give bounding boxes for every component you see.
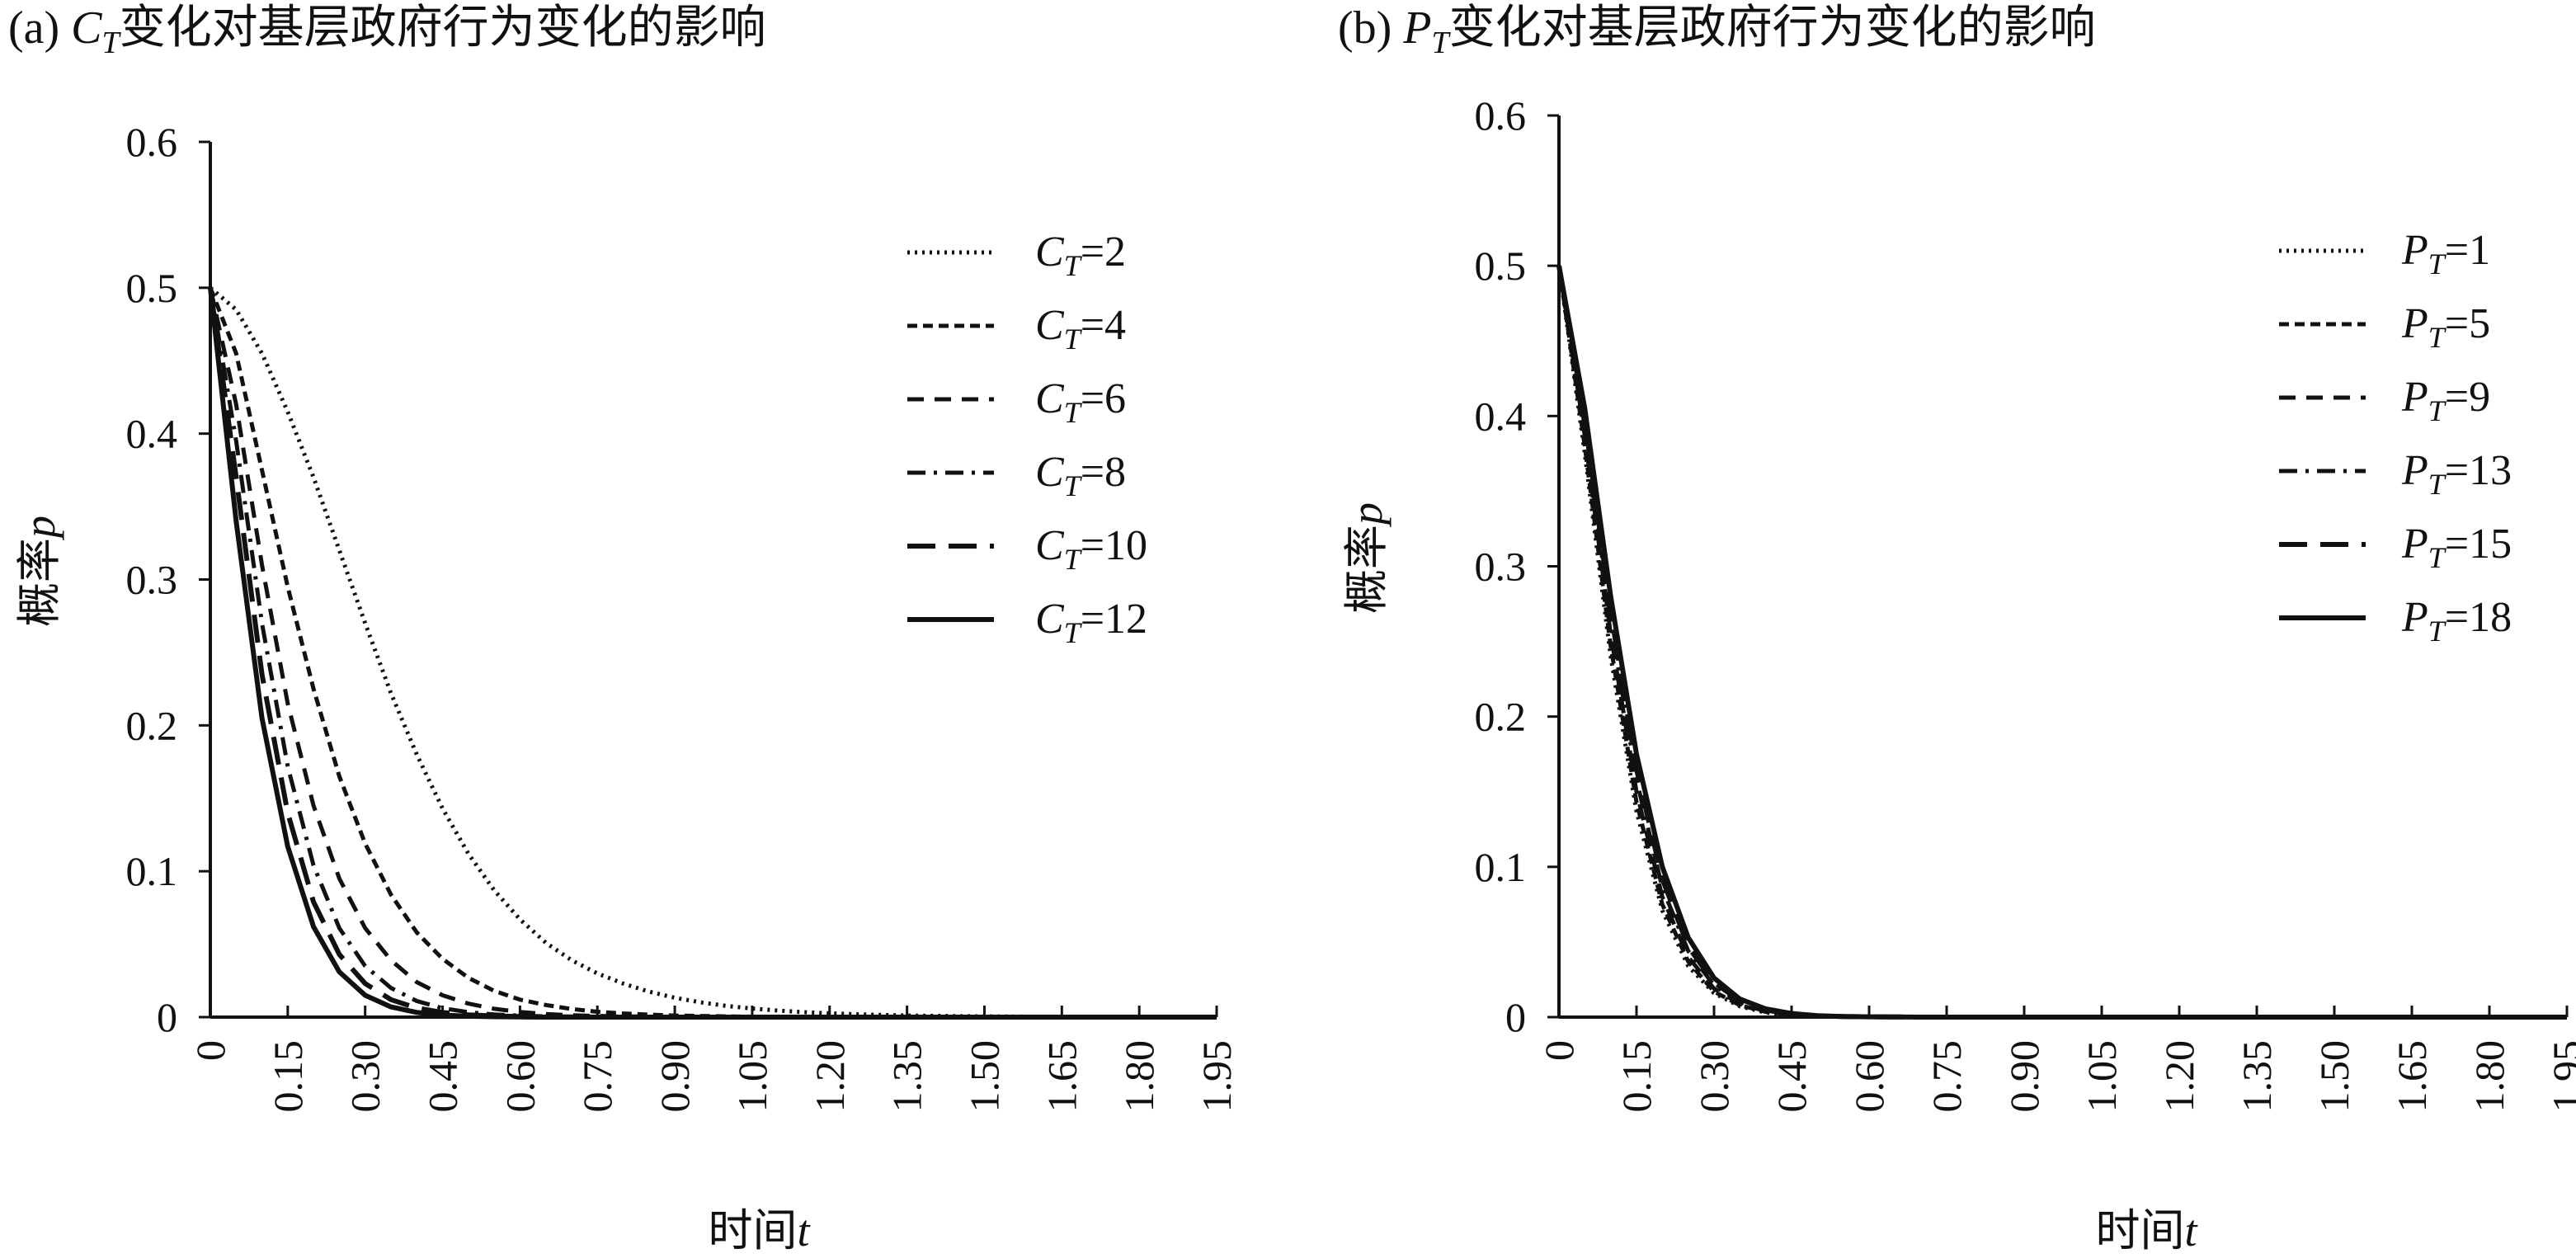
x-tick-label: 0.60	[497, 1040, 543, 1113]
y-tick-label: 0.3	[1475, 544, 1527, 590]
x-axis-label: 时间t	[2095, 1206, 2198, 1256]
y-tick-label: 0.4	[1475, 393, 1527, 439]
x-tick-label: 0.75	[574, 1040, 620, 1113]
y-tick-label: 0	[157, 994, 177, 1040]
series-line-6	[1556, 265, 2567, 1020]
series-line-6	[208, 287, 1217, 1020]
legend-label: CT=4	[1035, 302, 1126, 356]
y-tick-label: 0	[1505, 994, 1526, 1040]
legend-label: PT=15	[2401, 521, 2512, 574]
legend-label: PT=1	[2401, 227, 2490, 280]
chart-title: (b) PT变化对基层政府行为变化的影响	[1338, 2, 2096, 60]
legend-label: PT=13	[2401, 447, 2512, 501]
x-tick-label: 0.45	[420, 1040, 466, 1113]
x-tick-label: 0	[187, 1040, 233, 1061]
legend-label: CT=6	[1035, 375, 1126, 429]
x-tick-label: 1.65	[1038, 1040, 1085, 1113]
x-tick-label: 0.45	[1768, 1040, 1815, 1113]
y-axis-label: 概率p	[1342, 502, 1392, 614]
x-axis-label: 时间t	[708, 1206, 811, 1256]
legend-label: CT=8	[1035, 449, 1126, 502]
panel-b: (b) PT变化对基层政府行为变化的影响00.10.20.30.40.50.60…	[1338, 2, 2576, 1256]
y-tick-label: 0.5	[126, 265, 178, 311]
y-tick-label: 0.1	[1475, 844, 1527, 890]
x-tick-label: 1.80	[1116, 1040, 1162, 1113]
x-tick-label: 0.90	[2001, 1040, 2047, 1113]
x-tick-label: 0.15	[265, 1040, 311, 1113]
y-tick-label: 0.6	[1475, 92, 1527, 139]
x-tick-label: 1.05	[729, 1040, 775, 1113]
x-tick-label: 1.95	[1194, 1040, 1240, 1113]
panel-a: (a) CT变化对基层政府行为变化的影响00.10.20.30.40.50.60…	[8, 2, 1240, 1256]
x-tick-label: 1.50	[2311, 1040, 2357, 1113]
x-tick-label: 1.05	[2079, 1040, 2125, 1113]
legend-label: CT=12	[1035, 596, 1147, 649]
x-tick-label: 1.35	[884, 1040, 930, 1113]
y-axis-label: 概率p	[15, 516, 64, 627]
y-tick-label: 0.5	[1475, 243, 1527, 289]
x-tick-label: 1.20	[2156, 1040, 2202, 1113]
x-tick-label: 0.75	[1924, 1040, 1970, 1113]
y-tick-label: 0.2	[1475, 694, 1527, 740]
y-tick-label: 0.2	[126, 702, 178, 748]
legend-label: CT=10	[1035, 522, 1147, 576]
legend-label: CT=2	[1035, 229, 1126, 282]
x-tick-label: 0.60	[1846, 1040, 1892, 1113]
legend-label: PT=9	[2401, 374, 2490, 427]
x-tick-label: 0.15	[1613, 1040, 1660, 1113]
x-tick-label: 1.50	[961, 1040, 1007, 1113]
x-tick-label: 1.20	[807, 1040, 853, 1113]
x-tick-label: 0.90	[652, 1040, 698, 1113]
legend-label: PT=18	[2401, 594, 2512, 648]
x-tick-label: 1.95	[2544, 1040, 2576, 1113]
y-tick-label: 0.1	[126, 848, 178, 894]
y-tick-label: 0.3	[126, 557, 178, 603]
legend-label: PT=5	[2401, 300, 2490, 354]
x-tick-label: 1.80	[2466, 1040, 2512, 1113]
x-tick-label: 0.30	[1691, 1040, 1737, 1113]
y-tick-label: 0.6	[126, 119, 178, 165]
x-tick-label: 0.30	[342, 1040, 389, 1113]
y-tick-label: 0.4	[126, 411, 178, 457]
chart-title: (a) CT变化对基层政府行为变化的影响	[8, 2, 766, 60]
x-tick-label: 1.65	[2389, 1040, 2435, 1113]
x-tick-label: 1.35	[2234, 1040, 2280, 1113]
x-tick-label: 0	[1536, 1040, 1582, 1061]
